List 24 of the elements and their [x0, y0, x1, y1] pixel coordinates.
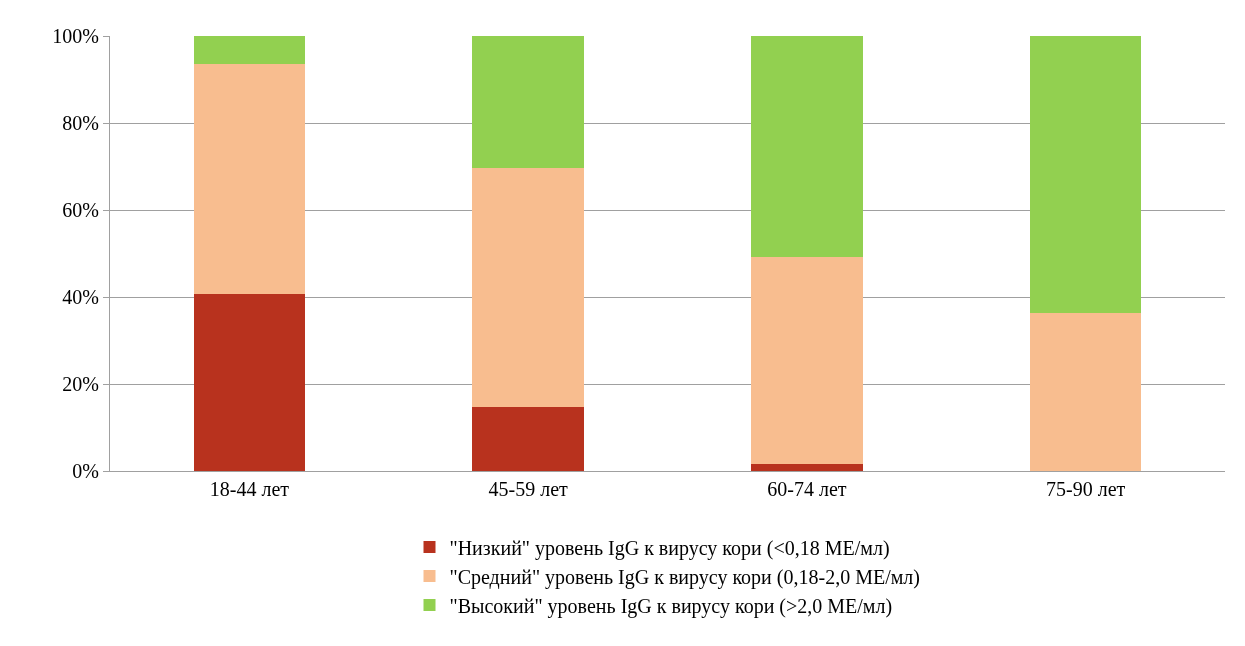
y-tick-label: 60%	[62, 199, 99, 221]
bar	[472, 406, 584, 471]
x-tick-label: 60-74 лет	[767, 478, 847, 500]
x-tick-label: 18-44 лет	[209, 478, 290, 500]
bar	[1029, 36, 1142, 314]
y-tick-label: 100%	[52, 25, 99, 47]
x-tick-label: 45-59 лет	[488, 478, 569, 500]
bar	[472, 36, 584, 169]
x-tick-label: 75-90 лет	[1046, 478, 1126, 500]
bar	[193, 293, 306, 471]
legend-label: "Низкий" уровень IgG к вирусу кори (<0,18 МЕ/мл)	[449, 536, 890, 560]
bar	[751, 36, 863, 257]
bar	[751, 256, 863, 465]
bar	[1029, 313, 1142, 471]
bar	[193, 36, 306, 64]
y-tick-label: 40%	[62, 286, 99, 308]
bar	[751, 464, 863, 471]
bar	[472, 168, 584, 407]
bar	[193, 63, 306, 294]
y-tick-label: 0%	[72, 460, 99, 482]
legend-label: "Высокий" уровень IgG к вирусу кори (>2,0 МЕ/мл)	[449, 594, 893, 618]
y-tick-label: 20%	[62, 373, 99, 395]
legend-label: "Средний" уровень IgG к вирусу кори (0,18-2,0 МЕ/мл)	[449, 565, 920, 589]
y-tick-label: 80%	[62, 112, 99, 134]
